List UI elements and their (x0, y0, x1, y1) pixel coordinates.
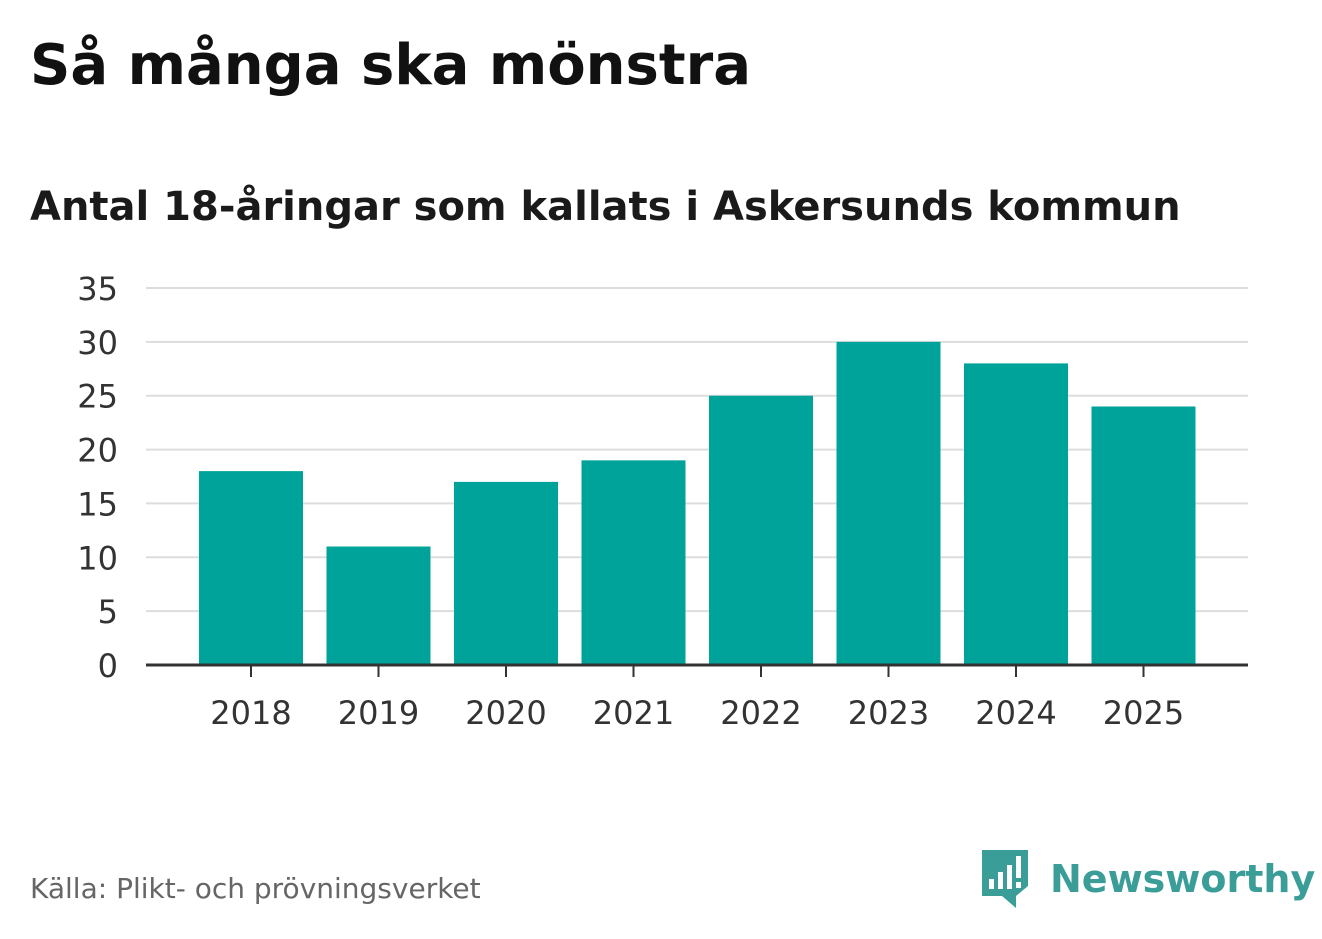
y-tick-label: 10 (77, 539, 118, 577)
y-tick-label: 5 (98, 593, 118, 631)
bar-2024 (964, 363, 1068, 665)
chart-subtitle: Antal 18-åringar som kallats i Askersund… (30, 184, 1181, 230)
y-tick-label: 20 (77, 432, 118, 470)
y-tick-label: 35 (77, 270, 118, 308)
x-tick-label: 2019 (338, 694, 419, 732)
x-axis-ticks: 2018 2019 2020 2021 2022 2023 2024 2025 (210, 694, 1184, 732)
x-tick-label: 2018 (210, 694, 291, 732)
x-tick-label: 2025 (1103, 694, 1184, 732)
x-tick-label: 2023 (848, 694, 929, 732)
y-tick-label: 15 (77, 485, 118, 523)
newsworthy-logo: Newsworthy (980, 848, 1315, 910)
bar-2023 (836, 341, 941, 665)
x-axis (146, 663, 1248, 677)
bars (199, 341, 1196, 665)
logo-text: Newsworthy (1050, 857, 1316, 901)
bar-2019 (326, 546, 431, 665)
y-tick-label: 30 (77, 324, 118, 362)
x-tick-label: 2020 (465, 694, 546, 732)
bar-2020 (454, 481, 558, 665)
x-tick-label: 2021 (593, 694, 674, 732)
gridlines (146, 287, 1248, 613)
bar-2021 (581, 460, 686, 665)
chart-title: Så många ska mönstra (30, 33, 752, 98)
source-note: Källa: Plikt- och prövningsverket (30, 872, 481, 905)
x-tick-label: 2024 (975, 694, 1056, 732)
bar-2018 (199, 471, 303, 665)
newsworthy-chat-bars-icon (982, 850, 1028, 908)
y-tick-label: 0 (98, 647, 118, 685)
bar-2022 (709, 395, 813, 665)
x-tick-label: 2022 (720, 694, 801, 732)
y-tick-label: 25 (77, 378, 118, 416)
bar-2025 (1091, 406, 1196, 665)
y-axis-ticks: 0 5 10 15 20 25 30 35 (77, 270, 118, 685)
